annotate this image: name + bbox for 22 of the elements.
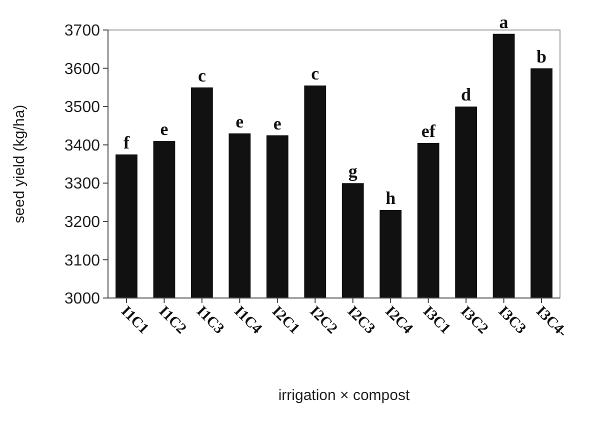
- y-tick-label: 3100: [64, 252, 100, 270]
- annotation: e: [160, 119, 168, 140]
- annotation: g: [348, 161, 358, 182]
- y-axis-title: seed yield (kg/ha): [11, 104, 28, 224]
- annotation: a: [499, 12, 508, 32]
- annotation: d: [461, 84, 472, 105]
- y-tick-label: 3200: [64, 214, 100, 232]
- annotation: e: [236, 111, 244, 132]
- x-axis-title: irrigation × compost: [278, 387, 410, 404]
- annotation: f: [123, 132, 130, 152]
- annotation: h: [386, 188, 396, 208]
- y-tick-label: 3700: [64, 22, 100, 40]
- annotation: c: [198, 65, 206, 86]
- annotation: e: [273, 113, 282, 134]
- y-tick-label: 3000: [64, 290, 100, 308]
- y-tick-label: 3500: [64, 99, 100, 116]
- y-tick-label: 3300: [64, 176, 100, 193]
- y-tick-label: 3600: [64, 60, 100, 78]
- annotation: b: [536, 46, 547, 66]
- y-tick-label: 3400: [64, 137, 100, 154]
- annotation: c: [311, 64, 320, 84]
- annotation: ef: [421, 120, 436, 141]
